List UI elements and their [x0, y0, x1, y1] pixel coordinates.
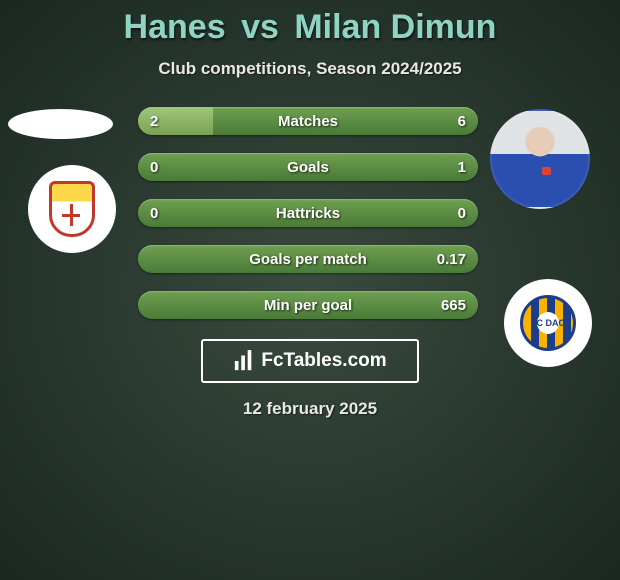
- stat-label: Goals per match: [138, 251, 478, 268]
- player1-name: Hanes: [124, 8, 226, 46]
- stat-label: Goals: [138, 159, 478, 176]
- dukla-shield-icon: [49, 181, 95, 237]
- stat-label: Matches: [138, 113, 478, 130]
- stat-bar: 0Goals1: [138, 153, 478, 181]
- stat-label: Hattricks: [138, 205, 478, 222]
- stat-value-right: 6: [458, 113, 466, 130]
- player1-club-badge: [28, 165, 116, 253]
- player2-name: Milan Dimun: [294, 8, 496, 46]
- comparison-panel: FC DAC 2Matches60Goals10Hattricks0Goals …: [0, 107, 620, 319]
- player2-avatar: [490, 109, 590, 209]
- player1-avatar-placeholder: [8, 109, 113, 139]
- brand-text: FcTables.com: [261, 350, 386, 372]
- comparison-title: Hanes vs Milan Dimun: [0, 0, 620, 47]
- date-label: 12 february 2025: [0, 399, 620, 419]
- stat-bars: 2Matches60Goals10Hattricks0Goals per mat…: [138, 107, 478, 319]
- stat-value-right: 0.17: [437, 251, 466, 268]
- player2-club-badge: FC DAC: [504, 279, 592, 367]
- stat-value-right: 665: [441, 297, 466, 314]
- stat-bar: Min per goal665: [138, 291, 478, 319]
- stat-value-right: 0: [458, 205, 466, 222]
- dac-shield-icon: FC DAC: [520, 295, 576, 351]
- bar-chart-icon: [233, 350, 255, 372]
- stat-label: Min per goal: [138, 297, 478, 314]
- stat-bar: 0Hattricks0: [138, 199, 478, 227]
- brand-badge: FcTables.com: [201, 339, 419, 383]
- vs-label: vs: [241, 8, 279, 46]
- stat-value-right: 1: [458, 159, 466, 176]
- stat-bar: 2Matches6: [138, 107, 478, 135]
- subtitle: Club competitions, Season 2024/2025: [0, 59, 620, 79]
- stat-bar: Goals per match0.17: [138, 245, 478, 273]
- dac-shield-text: FC DAC: [523, 298, 573, 348]
